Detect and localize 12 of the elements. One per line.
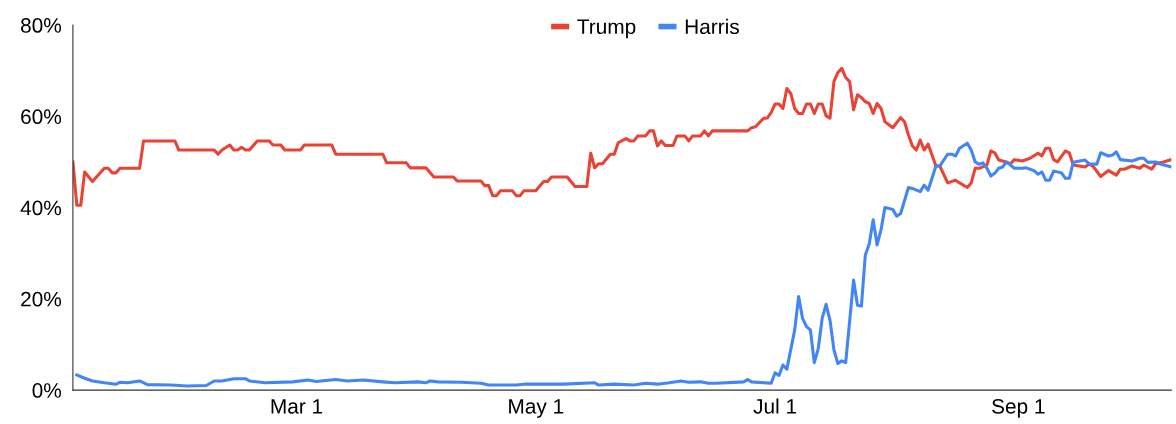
y-tick-label: 20% — [21, 291, 62, 307]
y-tick-label: 80% — [21, 18, 62, 33]
legend-label: Trump — [577, 19, 636, 39]
line-series — [72, 66, 1172, 207]
legend-label: Harris — [685, 18, 739, 35]
x-tick-label: May 1 — [509, 399, 564, 418]
y-tick-label: 60% — [21, 109, 62, 125]
y-tick-label: 0% — [32, 383, 62, 398]
x-tick-label: Sep 1 — [992, 398, 1045, 418]
x-tick-label: Jul 1 — [753, 398, 797, 414]
x-tick-label: Mar 1 — [271, 399, 323, 414]
y-tick-label: 40% — [20, 200, 62, 216]
